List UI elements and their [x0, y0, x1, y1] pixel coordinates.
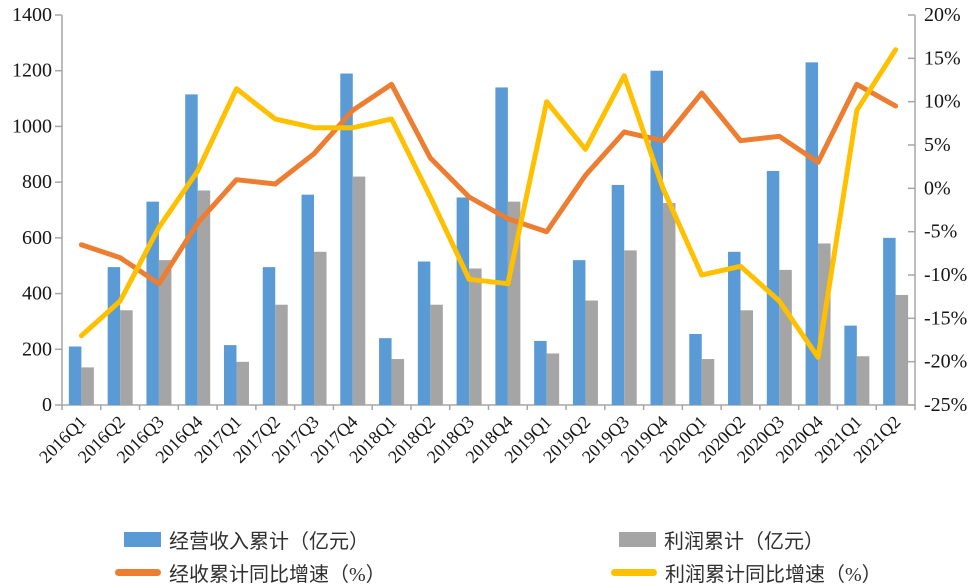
bars-layer — [68, 62, 909, 406]
left-axis-tick-label: 1400 — [12, 4, 52, 26]
legend-label-profit-bar: 利润累计（亿元） — [664, 530, 824, 553]
bar-revenue-2017Q4 — [340, 73, 353, 405]
legend-item-revenue-growth-line: 经收累计同比增速（%） — [115, 560, 386, 586]
legend-swatch-revenue-bar — [124, 531, 161, 547]
axes-layer: 0 200 400 600 800 1000 1200 1400 -25% -20% -15% -10… — [12, 4, 967, 416]
bar-profit-2020Q3 — [779, 269, 792, 405]
left-axis-tick-label: 1200 — [12, 60, 52, 82]
left-axis-tick-label: 400 — [22, 283, 52, 305]
bar-profit-2018Q4 — [507, 201, 521, 405]
bar-profit-2019Q3 — [624, 250, 637, 405]
line-profit-growth — [78, 47, 899, 360]
bar-revenue-2016Q4 — [185, 94, 198, 406]
bar-revenue-2021Q2 — [883, 237, 896, 405]
left-axis-tick-label: 800 — [22, 171, 52, 193]
right-axis-tick-label: -10% — [924, 264, 967, 286]
bar-profit-2020Q2 — [740, 310, 754, 405]
right-axis-tick-label: 0% — [924, 177, 951, 199]
bar-revenue-2016Q2 — [107, 267, 121, 405]
right-axis-tick-label: 15% — [924, 47, 961, 69]
bar-profit-2021Q2 — [895, 294, 909, 405]
x-axis-labels: 2016Q12016Q22016Q32016Q42017Q12017Q22017… — [35, 412, 904, 467]
bar-revenue-2017Q1 — [223, 345, 237, 405]
bar-profit-2019Q2 — [585, 300, 598, 405]
legend-swatch-revenue-growth-line — [115, 568, 161, 576]
bar-profit-2018Q1 — [391, 359, 405, 405]
legend-label-revenue-growth-line: 经收累计同比增速（%） — [169, 563, 386, 586]
left-axis-tick-label: 600 — [22, 227, 52, 249]
bar-profit-2017Q1 — [236, 361, 249, 405]
left-axis-tick-label: 1000 — [12, 115, 52, 137]
right-axis-tick-label: -15% — [924, 307, 967, 329]
bar-revenue-2018Q2 — [417, 261, 431, 405]
bar-profit-2017Q4 — [352, 176, 366, 405]
bar-revenue-2018Q3 — [456, 197, 470, 405]
right-axis-tick-label: 5% — [924, 134, 951, 156]
bar-revenue-2019Q1 — [534, 340, 547, 405]
bar-profit-2021Q1 — [856, 356, 870, 405]
bar-revenue-2017Q2 — [262, 267, 276, 405]
legend-label-revenue-bar: 经营收入累计（亿元） — [169, 530, 369, 553]
bar-revenue-2021Q1 — [844, 325, 857, 405]
left-axis-tick-label: 200 — [22, 338, 52, 360]
bar-profit-2017Q2 — [275, 304, 288, 405]
bar-profit-2019Q4 — [662, 203, 676, 405]
bar-revenue-2020Q1 — [689, 333, 702, 405]
lines-layer — [78, 47, 899, 360]
bar-revenue-2020Q3 — [766, 171, 780, 405]
left-axis-tick-label: 0 — [42, 394, 52, 416]
legend-item-revenue-bar: 经营收入累计（亿元） — [124, 527, 369, 553]
bar-profit-2019Q1 — [546, 353, 560, 405]
right-axis-tick-label: 10% — [924, 91, 961, 113]
bar-revenue-2019Q2 — [572, 260, 586, 405]
legend-item-profit-bar: 利润累计（亿元） — [619, 527, 824, 553]
bar-profit-2018Q2 — [430, 304, 443, 405]
bar-revenue-2020Q4 — [805, 62, 819, 405]
right-axis-tick-label: 20% — [924, 4, 961, 26]
bar-revenue-2019Q3 — [611, 184, 625, 405]
bar-profit-2020Q1 — [701, 359, 715, 405]
bar-profit-2016Q3 — [158, 260, 172, 405]
bar-revenue-2019Q4 — [650, 70, 663, 405]
legend-swatch-profit-growth-line — [611, 568, 657, 576]
bar-revenue-2018Q4 — [495, 87, 508, 405]
bar-revenue-2017Q3 — [301, 194, 315, 405]
bar-revenue-2018Q1 — [379, 338, 392, 405]
legend-swatch-profit-bar — [619, 531, 656, 547]
right-axis-tick-label: -25% — [924, 394, 967, 416]
line-revenue-growth — [78, 81, 899, 287]
bar-revenue-2016Q3 — [146, 201, 159, 405]
bar-profit-2017Q3 — [314, 251, 327, 405]
bar-profit-2018Q3 — [469, 268, 482, 405]
bar-revenue-2016Q1 — [68, 346, 82, 405]
legend-item-profit-growth-line: 利润累计同比增速（%） — [611, 560, 882, 586]
bar-revenue-2020Q2 — [728, 251, 741, 405]
bar-profit-2016Q2 — [120, 310, 133, 405]
bar-profit-2016Q1 — [81, 367, 94, 405]
legend-label-profit-growth-line: 利润累计同比增速（%） — [665, 563, 882, 586]
bar-profit-2016Q4 — [197, 190, 211, 405]
right-axis-tick-label: -5% — [924, 221, 957, 243]
right-axis-tick-label: -20% — [924, 351, 967, 373]
